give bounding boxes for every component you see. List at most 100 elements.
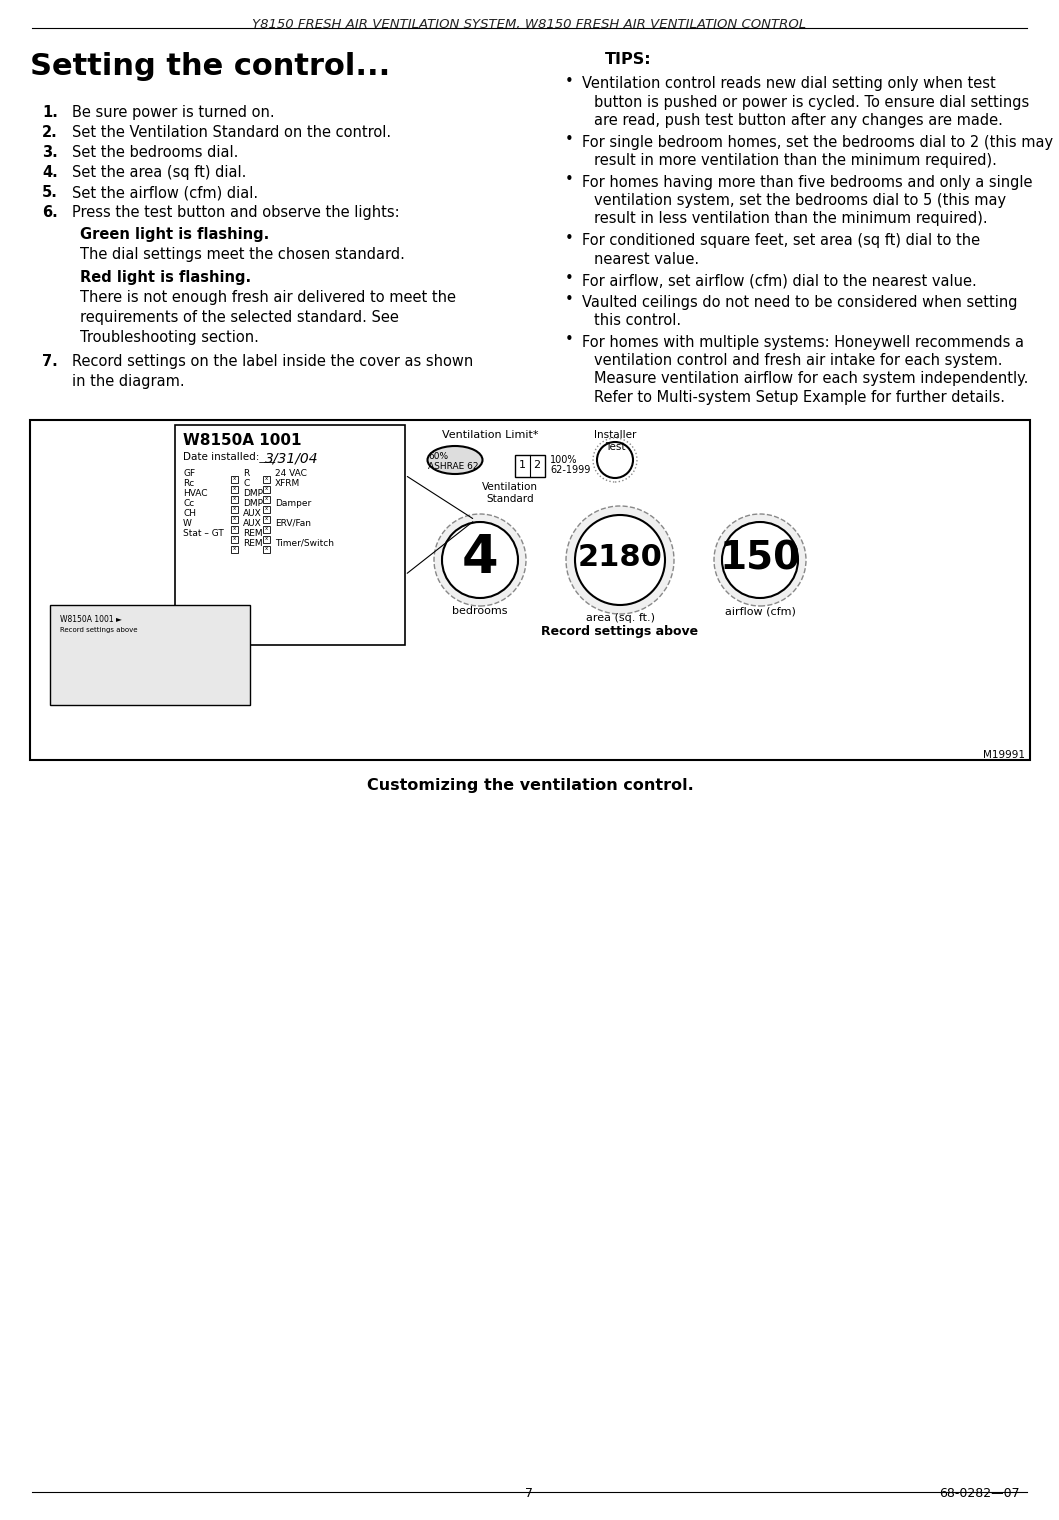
- Text: •: •: [566, 333, 574, 348]
- Text: Damper: Damper: [275, 499, 311, 508]
- Text: 68-0282—07: 68-0282—07: [939, 1487, 1020, 1500]
- Text: x: x: [233, 537, 236, 541]
- Text: x: x: [265, 476, 268, 482]
- Text: are read, push test button after any changes are made.: are read, push test button after any cha…: [594, 112, 1003, 128]
- Text: x: x: [265, 547, 268, 552]
- Text: ventilation system, set the bedrooms dial to 5 (this may: ventilation system, set the bedrooms dia…: [594, 193, 1006, 208]
- Text: •: •: [566, 132, 574, 147]
- Text: 2: 2: [534, 461, 540, 470]
- Text: There is not enough fresh air delivered to meet the: There is not enough fresh air delivered …: [80, 290, 456, 306]
- Text: For homes with multiple systems: Honeywell recommends a: For homes with multiple systems: Honeywe…: [582, 334, 1024, 350]
- Bar: [263, 526, 270, 534]
- Text: ERV/Fan: ERV/Fan: [275, 518, 311, 527]
- Text: AUX: AUX: [243, 518, 262, 527]
- Text: Set the Ventilation Standard on the control.: Set the Ventilation Standard on the cont…: [72, 125, 391, 140]
- Text: bedrooms: bedrooms: [452, 606, 507, 616]
- Text: Record settings above: Record settings above: [541, 625, 699, 638]
- Text: Red light is flashing.: Red light is flashing.: [80, 271, 251, 286]
- Text: Record settings on the label inside the cover as shown: Record settings on the label inside the …: [72, 354, 473, 369]
- Bar: [175, 426, 405, 644]
- Text: M19991: M19991: [983, 749, 1025, 760]
- Text: ventilation control and fresh air intake for each system.: ventilation control and fresh air intake…: [594, 353, 1003, 368]
- Text: x: x: [233, 497, 236, 502]
- Text: x: x: [233, 486, 236, 491]
- Text: For single bedroom homes, set the bedrooms dial to 2 (this may: For single bedroom homes, set the bedroo…: [582, 134, 1053, 149]
- Bar: [231, 537, 238, 543]
- Text: 150: 150: [719, 540, 801, 578]
- Text: Customizing the ventilation control.: Customizing the ventilation control.: [366, 778, 694, 793]
- Text: For airflow, set airflow (cfm) dial to the nearest value.: For airflow, set airflow (cfm) dial to t…: [582, 274, 976, 287]
- Text: x: x: [265, 537, 268, 541]
- Text: •: •: [566, 231, 574, 246]
- Text: Record settings above: Record settings above: [60, 626, 138, 632]
- Ellipse shape: [428, 445, 483, 474]
- Text: Y8150 FRESH AIR VENTILATION SYSTEM, W8150 FRESH AIR VENTILATION CONTROL: Y8150 FRESH AIR VENTILATION SYSTEM, W815…: [252, 18, 806, 30]
- Text: Measure ventilation airflow for each system independently.: Measure ventilation airflow for each sys…: [594, 371, 1028, 386]
- Text: CH: CH: [183, 509, 196, 518]
- Bar: [263, 515, 270, 523]
- Text: x: x: [233, 476, 236, 482]
- Text: Vaulted ceilings do not need to be considered when setting: Vaulted ceilings do not need to be consi…: [582, 295, 1018, 310]
- Text: For conditioned square feet, set area (sq ft) dial to the: For conditioned square feet, set area (s…: [582, 233, 981, 248]
- Text: AUX: AUX: [243, 509, 262, 518]
- Text: 1: 1: [519, 461, 525, 470]
- Text: Stat – GT: Stat – GT: [183, 529, 223, 538]
- Text: W8150A 1001: W8150A 1001: [183, 433, 302, 448]
- Text: x: x: [233, 526, 236, 532]
- Text: Ventilation control reads new dial setting only when test: Ventilation control reads new dial setti…: [582, 76, 995, 91]
- Text: •: •: [566, 271, 574, 286]
- Text: x: x: [265, 526, 268, 532]
- Text: x: x: [265, 486, 268, 491]
- Text: result in less ventilation than the minimum required).: result in less ventilation than the mini…: [594, 211, 988, 226]
- Text: W8150A 1001 ►: W8150A 1001 ►: [60, 616, 122, 625]
- Text: Troubleshooting section.: Troubleshooting section.: [80, 330, 258, 345]
- Text: For homes having more than five bedrooms and only a single: For homes having more than five bedrooms…: [582, 175, 1033, 190]
- Text: 62-1999: 62-1999: [550, 465, 590, 474]
- Text: Setting the control...: Setting the control...: [30, 52, 391, 81]
- Text: this control.: this control.: [594, 313, 681, 328]
- Bar: [231, 515, 238, 523]
- Text: TIPS:: TIPS:: [605, 52, 651, 67]
- Text: The dial settings meet the chosen standard.: The dial settings meet the chosen standa…: [80, 246, 405, 261]
- Text: 7: 7: [525, 1487, 533, 1500]
- Bar: [231, 486, 238, 492]
- Bar: [263, 496, 270, 503]
- Text: Rc: Rc: [183, 479, 194, 488]
- Text: Press the test button and observe the lights:: Press the test button and observe the li…: [72, 205, 399, 220]
- Circle shape: [442, 521, 518, 597]
- Text: requirements of the selected standard. See: requirements of the selected standard. S…: [80, 310, 399, 325]
- Text: C: C: [243, 479, 249, 488]
- Bar: [231, 506, 238, 514]
- Text: REM: REM: [243, 540, 263, 549]
- Text: 1.: 1.: [42, 105, 58, 120]
- Text: DMP: DMP: [243, 489, 263, 499]
- Text: Set the area (sq ft) dial.: Set the area (sq ft) dial.: [72, 166, 247, 179]
- Text: nearest value.: nearest value.: [594, 251, 699, 266]
- Bar: [231, 476, 238, 483]
- Text: 60%
ASHRAE 62: 60% ASHRAE 62: [428, 451, 479, 471]
- Text: x: x: [233, 547, 236, 552]
- Circle shape: [434, 514, 526, 606]
- Text: GF: GF: [183, 470, 195, 477]
- Text: Refer to Multi-system Setup Example for further details.: Refer to Multi-system Setup Example for …: [594, 391, 1005, 404]
- Bar: [263, 486, 270, 492]
- Text: 4.: 4.: [42, 166, 58, 179]
- Text: Green light is flashing.: Green light is flashing.: [80, 226, 269, 242]
- Text: Ventilation Limit*: Ventilation Limit*: [442, 430, 538, 439]
- Bar: [263, 476, 270, 483]
- Text: DMP: DMP: [243, 499, 263, 508]
- Text: Set the airflow (cfm) dial.: Set the airflow (cfm) dial.: [72, 185, 258, 201]
- Bar: [30, 420, 1030, 760]
- Text: 24 VAC: 24 VAC: [275, 470, 307, 477]
- Bar: [231, 526, 238, 534]
- Text: R: R: [243, 470, 249, 477]
- Text: 2180: 2180: [577, 544, 663, 573]
- Text: x: x: [233, 517, 236, 521]
- Text: HVAC: HVAC: [183, 489, 208, 499]
- Circle shape: [566, 506, 674, 614]
- Text: button is pushed or power is cycled. To ensure dial settings: button is pushed or power is cycled. To …: [594, 94, 1029, 109]
- Text: W: W: [183, 518, 192, 527]
- Text: in the diagram.: in the diagram.: [72, 374, 184, 389]
- Bar: [263, 506, 270, 514]
- Circle shape: [597, 442, 633, 477]
